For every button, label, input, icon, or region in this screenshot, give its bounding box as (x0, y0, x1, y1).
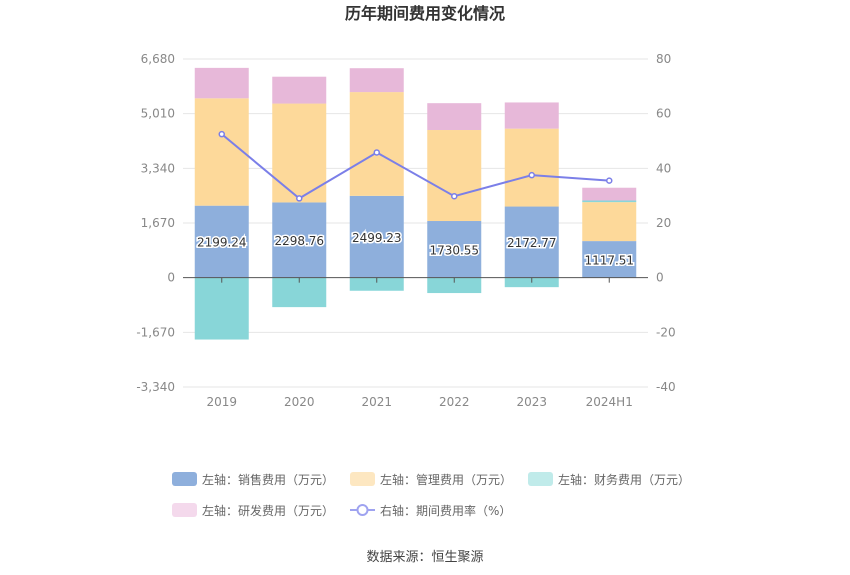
legend-item-finance[interactable]: 左轴：财务费用（万元） (528, 471, 690, 488)
legend: 左轴：销售费用（万元） 左轴：管理费用（万元） 左轴：财务费用（万元） 左轴：研… (172, 468, 692, 530)
legend-label-sales: 左轴：销售费用（万元） (202, 472, 335, 487)
right-axis-tick-label: 60 (656, 107, 671, 121)
sales-bar (427, 221, 482, 278)
chart-title: 历年期间费用变化情况 (345, 4, 505, 23)
sales-data-label: 2172.77 (507, 236, 557, 250)
x-axis-tick-label: 2021 (361, 395, 392, 409)
right-axis-tick-label: 0 (656, 271, 664, 285)
rnd-bar (194, 67, 249, 99)
x-axis-tick-label: 2023 (516, 395, 547, 409)
legend-label-rate: 右轴：期间费用率（%） (380, 503, 512, 518)
rate-point (373, 149, 380, 156)
sales-bar (504, 206, 559, 278)
admin-bar (582, 202, 637, 242)
rnd-bar (272, 76, 327, 104)
legend-item-rate[interactable]: 右轴：期间费用率（%） (350, 502, 511, 519)
rate-point (296, 195, 303, 202)
sales-data-label: 1730.55 (429, 243, 479, 257)
legend-swatch-finance (528, 472, 554, 486)
rate-point (528, 171, 535, 179)
sales-bar (582, 241, 637, 278)
left-axis-tick-label: 5,010 (141, 107, 175, 121)
right-axis-tick-label: 80 (656, 52, 671, 66)
admin-bar (194, 98, 249, 206)
right-axis-tick-label: 40 (656, 161, 671, 175)
left-axis-tick-label: 0 (167, 271, 175, 285)
rate-line (221, 133, 610, 200)
sales-bar (194, 205, 249, 278)
legend-swatch-sales (172, 472, 197, 486)
finance-bar (194, 277, 249, 340)
sales-data-label: 2199.24 (197, 236, 247, 250)
rate-point (451, 192, 458, 200)
legend-label-rnd: 左轴：研发费用（万元） (202, 503, 335, 518)
left-axis-tick-label: -3,340 (136, 380, 175, 394)
legend-line-icon (350, 504, 376, 516)
finance-bar (349, 277, 404, 291)
rnd-bar (427, 103, 482, 131)
left-axis-tick-label: -1,670 (136, 325, 175, 339)
legend-item-admin[interactable]: 左轴：管理费用（万元） (350, 471, 512, 488)
data-source: 数据来源：恒生聚源 (366, 550, 484, 565)
admin-bar (349, 92, 404, 196)
legend-item-sales[interactable]: 左轴：销售费用（万元） (172, 471, 334, 488)
admin-bar (427, 130, 482, 222)
sales-data-label: 2298.76 (274, 234, 324, 248)
rnd-bar (582, 187, 637, 201)
rate-point (218, 130, 225, 138)
legend-item-rnd[interactable]: 左轴：研发费用（万元） (172, 502, 334, 519)
left-axis-tick-label: 3,340 (141, 161, 175, 175)
legend-swatch-admin (350, 472, 376, 486)
finance-bar (427, 277, 482, 294)
right-axis-tick-label: -20 (656, 325, 676, 339)
sales-data-label: 2499.23 (352, 231, 402, 245)
legend-label-finance: 左轴：财务费用（万元） (558, 472, 691, 487)
x-axis-tick-label: 2024H1 (586, 395, 633, 409)
sales-data-label: 1117.51 (584, 253, 634, 267)
left-axis-tick-label: 1,670 (141, 216, 175, 230)
finance-bar (582, 200, 637, 203)
admin-bar (504, 128, 559, 207)
right-axis-tick-label: 20 (656, 216, 671, 230)
x-axis-tick-label: 2020 (284, 395, 315, 409)
left-axis-tick-label: 6,680 (141, 52, 175, 66)
legend-swatch-rnd (172, 503, 197, 517)
rate-point (606, 177, 613, 184)
rnd-bar (504, 102, 559, 129)
sales-bar (349, 195, 404, 278)
legend-label-admin: 左轴：管理费用（万元） (380, 472, 513, 487)
x-axis-tick-label: 2022 (439, 395, 470, 409)
right-axis-tick-label: -40 (656, 380, 676, 394)
sales-bar (272, 202, 327, 278)
rnd-bar (349, 68, 404, 93)
x-axis-tick-label: 2019 (206, 395, 237, 409)
admin-bar (272, 103, 327, 203)
